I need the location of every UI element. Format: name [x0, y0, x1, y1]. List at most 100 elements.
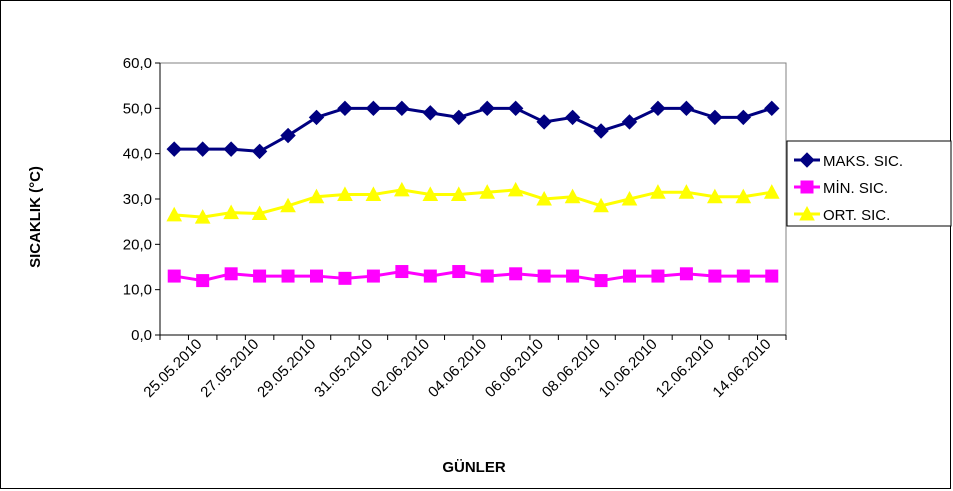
- x-tick-label: 12.06.2010: [653, 336, 718, 401]
- data-point-maks: [593, 123, 609, 139]
- y-tick-label: 0,0: [131, 327, 152, 344]
- data-point-ort: [450, 186, 467, 201]
- data-point-min: [366, 269, 380, 283]
- series-maks: [166, 100, 780, 160]
- plot-area: [159, 62, 787, 336]
- x-tick-label: 06.06.2010: [482, 336, 547, 401]
- data-point-min: [310, 269, 323, 283]
- data-point-ort: [536, 190, 552, 206]
- data-point-maks: [564, 109, 581, 126]
- data-point-maks: [394, 100, 410, 117]
- data-point-min: [623, 269, 636, 283]
- legend-marker-maks: [799, 152, 815, 168]
- series-ort: [166, 181, 780, 224]
- data-point-maks: [707, 109, 723, 126]
- y-axis-title: SICAKLIK (°C): [27, 166, 44, 268]
- data-point-ort: [308, 188, 325, 204]
- y-tick-label: 30,0: [123, 191, 152, 208]
- data-point-min: [708, 269, 722, 283]
- data-point-min: [338, 271, 352, 285]
- data-point-maks: [735, 109, 752, 126]
- x-tick-label: 27.05.2010: [197, 336, 262, 401]
- data-point-maks: [422, 105, 439, 121]
- data-point-maks: [678, 100, 695, 117]
- x-tick-label: 04.06.2010: [425, 336, 490, 401]
- data-point-ort: [394, 181, 410, 197]
- data-point-min: [224, 267, 238, 281]
- y-tick-label: 50,0: [123, 100, 152, 117]
- data-point-maks: [507, 100, 524, 117]
- data-point-ort: [223, 204, 239, 220]
- data-point-min: [566, 269, 580, 283]
- data-point-min: [537, 269, 551, 283]
- data-point-min: [395, 265, 409, 279]
- data-point-maks: [451, 109, 467, 126]
- data-point-maks: [536, 114, 552, 130]
- data-point-ort: [194, 209, 211, 224]
- data-point-min: [594, 274, 608, 288]
- x-tick-label: 08.06.2010: [539, 336, 604, 401]
- y-tick-label: 10,0: [123, 282, 152, 299]
- data-point-ort: [365, 186, 382, 201]
- x-tick-label: 10.06.2010: [596, 336, 661, 401]
- legend-label-maks: MAKS. SIC.: [823, 153, 903, 170]
- data-point-maks: [280, 127, 296, 144]
- legend-entry-min: MİN. SIC.: [794, 179, 888, 197]
- data-point-min: [452, 265, 466, 279]
- data-point-maks: [621, 114, 638, 130]
- data-point-ort: [650, 184, 666, 199]
- legend-marker-ort: [799, 205, 815, 221]
- x-tick-label: 14.06.2010: [709, 336, 774, 401]
- data-point-min: [281, 269, 295, 283]
- legend-label-min: MİN. SIC.: [823, 179, 888, 197]
- data-point-min: [480, 269, 494, 283]
- data-point-maks: [166, 141, 182, 157]
- legend-box: [786, 140, 952, 227]
- data-point-ort: [479, 184, 496, 199]
- data-point-ort: [166, 206, 183, 222]
- data-point-min: [651, 269, 665, 283]
- data-point-maks: [479, 100, 495, 117]
- legend-marker-min: [800, 180, 814, 194]
- data-point-maks: [308, 109, 325, 126]
- data-point-ort: [564, 188, 581, 204]
- data-point-ort: [735, 188, 752, 204]
- x-tick-label: 25.05.2010: [140, 336, 205, 401]
- series-layer: [166, 100, 780, 288]
- data-point-maks: [365, 100, 382, 117]
- y-tick-label: 40,0: [123, 146, 152, 163]
- x-tick-label: 29.05.2010: [254, 336, 319, 401]
- data-point-min: [509, 267, 523, 281]
- data-point-min: [196, 274, 210, 288]
- data-point-ort: [678, 184, 695, 199]
- data-point-min: [765, 269, 779, 283]
- data-point-ort: [337, 186, 353, 201]
- x-axis-title: GÜNLER: [442, 459, 506, 476]
- legend-entry-maks: MAKS. SIC.: [794, 152, 903, 170]
- data-point-ort: [507, 181, 524, 197]
- data-point-maks: [223, 141, 239, 157]
- data-point-min: [253, 269, 267, 283]
- data-point-maks: [337, 100, 353, 117]
- x-tick-label: 31.05.2010: [311, 336, 376, 401]
- data-point-ort: [593, 197, 609, 213]
- data-point-ort: [707, 188, 723, 204]
- series-line-ort: [174, 188, 773, 219]
- series-min: [167, 265, 779, 288]
- series-line-min: [173, 270, 772, 283]
- data-point-ort: [763, 184, 780, 199]
- data-point-min: [736, 269, 750, 283]
- y-tick-label: 60,0: [123, 55, 152, 72]
- data-point-ort: [422, 186, 439, 201]
- data-point-maks: [650, 100, 666, 117]
- data-point-maks: [764, 100, 780, 117]
- data-point-maks: [194, 141, 211, 157]
- y-tick-label: 20,0: [123, 236, 152, 253]
- data-point-min: [679, 267, 693, 281]
- data-point-ort: [251, 205, 268, 221]
- x-tick-label: 02.06.2010: [368, 336, 433, 401]
- data-point-maks: [251, 143, 268, 160]
- series-line-maks: [174, 106, 773, 153]
